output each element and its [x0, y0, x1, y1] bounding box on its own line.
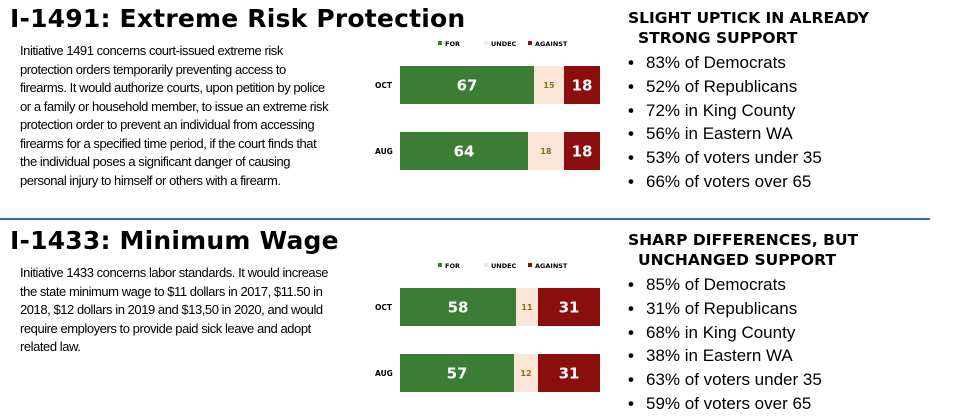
- bullet-item: • 85% of Democrats: [628, 273, 822, 297]
- bullet-glyph: •: [628, 171, 634, 191]
- legend-swatch: [438, 263, 442, 267]
- bullet-item: • 38% in Eastern WA: [628, 344, 822, 368]
- data-label: 18: [572, 77, 593, 95]
- legend-swatch: [528, 41, 532, 45]
- bullet-item: • 52% of Republicans: [628, 75, 822, 99]
- bullet-item: • 66% of voters over 65: [628, 170, 822, 194]
- summary-heading-line1: SHARP DIFFERENCES, BUT: [628, 231, 859, 249]
- data-label: 31: [559, 299, 580, 317]
- bullet-item: • 56% in Eastern WA: [628, 122, 822, 146]
- bullet-glyph: •: [628, 53, 634, 72]
- bar-segment-against: [564, 66, 600, 104]
- data-label: 18: [540, 147, 552, 156]
- category-label: OCT: [375, 303, 393, 312]
- data-label: 11: [521, 303, 533, 312]
- legend-label: UNDEC: [491, 262, 517, 270]
- bullet-item: • 53% of voters under 35: [628, 146, 822, 170]
- summary-bullets: • 85% of Democrats • 31% of Republicans • 6…: [628, 273, 822, 416]
- legend-label: UNDEC: [491, 40, 517, 48]
- bullet-item: • 83% of Democrats: [628, 51, 822, 75]
- bullet-text: 31% of Republicans: [646, 298, 798, 318]
- data-label: 31: [559, 365, 580, 383]
- summary-heading-line2: STRONG SUPPORT: [638, 29, 798, 47]
- bar-segment-undec: [516, 288, 538, 326]
- bar-segment-for: [400, 66, 534, 104]
- bar-segment-for: [400, 132, 528, 170]
- bullet-glyph: •: [628, 393, 634, 413]
- bar-segment-for: [400, 354, 514, 392]
- category-label: AUG: [375, 369, 393, 378]
- section-title: I-1491: Extreme Risk Protection: [10, 4, 466, 33]
- bullet-text: 85% of Democrats: [646, 275, 786, 294]
- section-i1433: I-1433: Minimum Wage Initiative 1433 con…: [0, 222, 963, 416]
- bullet-item: • 63% of voters under 35: [628, 368, 822, 392]
- bullet-text: 56% in Eastern WA: [646, 124, 793, 144]
- bullet-glyph: •: [628, 370, 634, 390]
- summary-bullets: • 83% of Democrats • 52% of Republicans • 7…: [628, 51, 822, 194]
- legend-swatch: [484, 263, 488, 267]
- section-title: I-1433: Minimum Wage: [10, 226, 339, 255]
- bullet-item: • 72% in King County: [628, 99, 822, 123]
- initiative-description: Initiative 1433 concerns labor standards…: [20, 265, 329, 354]
- bullet-glyph: •: [628, 275, 634, 294]
- data-label: 15: [543, 81, 555, 90]
- bar-segment-against: [564, 132, 600, 170]
- legend-swatch: [528, 263, 532, 267]
- bullet-text: 38% in Eastern WA: [646, 346, 793, 366]
- section-divider: [0, 218, 930, 220]
- legend-label: FOR: [445, 40, 460, 48]
- legend-swatch: [484, 41, 488, 45]
- legend-label: AGAINST: [535, 40, 568, 48]
- bullet-text: 72% in King County: [646, 100, 796, 120]
- bullet-glyph: •: [628, 124, 634, 144]
- category-label: AUG: [375, 147, 393, 156]
- bullet-text: 68% in King County: [646, 322, 796, 342]
- bullet-glyph: •: [628, 76, 634, 96]
- chart-svg: FOR UNDEC AGAINST OCT 58 11 31 AUG 57 12 31: [375, 262, 600, 392]
- bullet-text: 59% of voters over 65: [646, 393, 812, 413]
- section-i1491: I-1491: Extreme Risk Protection Initiati…: [10, 4, 869, 194]
- data-label: 67: [457, 77, 478, 95]
- bullet-glyph: •: [628, 100, 634, 120]
- data-label: 18: [572, 143, 593, 161]
- bar-segment-against: [538, 288, 600, 326]
- bar-segment-undec: [514, 354, 538, 392]
- bullet-text: 83% of Democrats: [646, 53, 786, 72]
- bullet-text: 53% of voters under 35: [646, 148, 822, 168]
- bullet-text: 63% of voters under 35: [646, 370, 822, 390]
- data-label: 58: [448, 299, 469, 317]
- category-label: OCT: [375, 81, 393, 90]
- summary-heading: SLIGHT UPTICK IN ALREADY STRONG SUPPORT: [628, 8, 869, 48]
- bullet-text: 52% of Republicans: [646, 76, 798, 96]
- bullet-item: • 68% in King County: [628, 321, 822, 345]
- bullet-item: • 59% of voters over 65: [628, 392, 822, 416]
- bullet-item: • 31% of Republicans: [628, 297, 822, 321]
- bullet-glyph: •: [628, 346, 634, 366]
- legend-label: FOR: [445, 262, 460, 270]
- chart-svg: FOR UNDEC AGAINST OCT 67 15 18 AUG 64 18 18: [375, 40, 600, 170]
- bullet-glyph: •: [628, 148, 634, 168]
- summary-heading: SHARP DIFFERENCES, BUT UNCHANGED SUPPORT: [628, 230, 858, 270]
- data-label: 57: [447, 365, 468, 383]
- bullet-glyph: •: [628, 298, 634, 318]
- stacked-bar-chart: FOR UNDEC AGAINST OCT 67 15 18 AUG 64 18 18: [360, 34, 610, 179]
- bar-segment-for: [400, 288, 516, 326]
- bullet-text: 66% of voters over 65: [646, 171, 812, 191]
- data-label: 64: [454, 143, 475, 161]
- bullet-glyph: •: [628, 322, 634, 342]
- stacked-bar-chart: FOR UNDEC AGAINST OCT 58 11 31 AUG 57 12 31: [360, 256, 610, 401]
- bar-segment-undec: [534, 66, 564, 104]
- bar-segment-against: [538, 354, 600, 392]
- legend-swatch: [438, 41, 442, 45]
- bar-segment-undec: [528, 132, 564, 170]
- summary-heading-line2: UNCHANGED SUPPORT: [638, 251, 836, 269]
- summary-heading-line1: SLIGHT UPTICK IN ALREADY: [628, 9, 870, 27]
- initiative-description: Initiative 1491 concerns court-issued ex…: [20, 43, 329, 188]
- data-label: 12: [520, 369, 531, 378]
- legend-label: AGAINST: [535, 262, 568, 270]
